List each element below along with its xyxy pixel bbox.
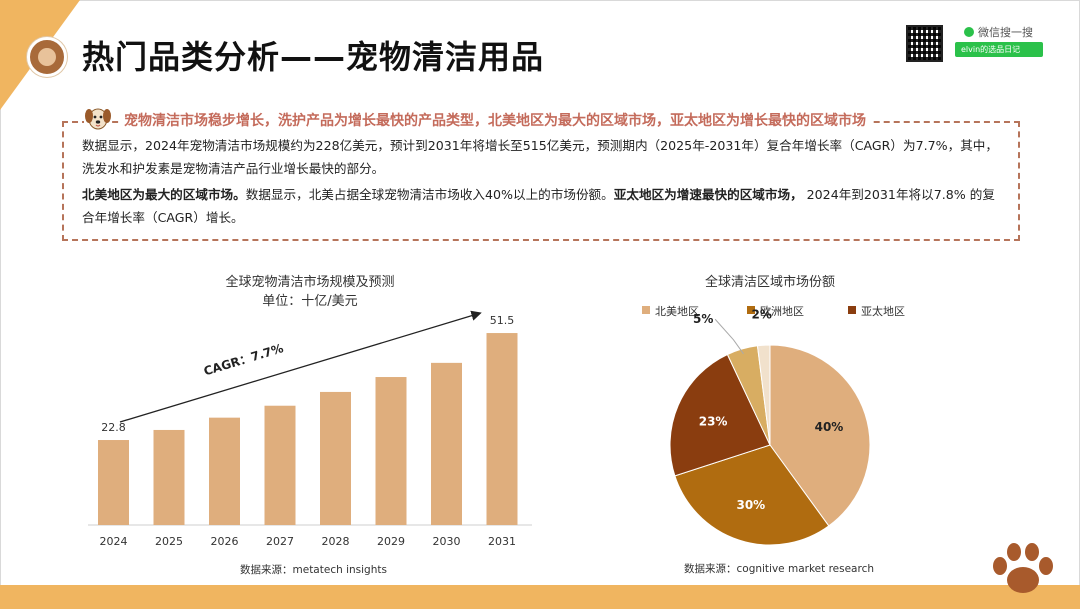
pie-data-label: 23% <box>699 414 728 428</box>
cagr-annotation: CAGR：7.7% <box>202 341 285 378</box>
legend-label: 亚太地区 <box>861 305 905 318</box>
bar-chart: 2024 22.8 2025 2026 2027 2028 2029 2030 2031 51.5… <box>88 310 532 548</box>
legend-label: 北美地区 <box>655 305 699 318</box>
x-tick-label: 2026 <box>211 535 239 548</box>
wechat-account-bar[interactable]: elvin的选品日记 <box>955 42 1043 57</box>
x-tick-label: 2024 <box>100 535 128 548</box>
wechat-icon <box>964 27 974 37</box>
asia-pacific-text: 2024年到2031年将以7.8% 的复合年增长率（CAGR）增长。 <box>82 187 995 225</box>
legend-swatch <box>848 306 856 314</box>
data-label: 22.8 <box>101 421 126 434</box>
pie-slice <box>669 353 771 477</box>
pie-data-label: 2% <box>752 307 772 321</box>
north-america-emphasis: 北美地区为最大的区域市场。 <box>82 187 246 202</box>
x-tick-label: 2025 <box>155 535 183 548</box>
pie-slice <box>769 344 871 527</box>
dog-icon <box>84 106 112 132</box>
pie-data-label: 5% <box>693 312 713 326</box>
data-label: 51.5 <box>490 314 515 327</box>
page-title: 热门品类分析——宠物清洁用品 <box>82 38 545 76</box>
bar-2030 <box>431 362 462 525</box>
x-tick-label: 2027 <box>266 535 294 548</box>
legend-swatch <box>747 306 755 314</box>
bar-2024 <box>98 440 129 525</box>
trend-arrow <box>119 310 482 423</box>
north-america-text: 数据显示，北美占据全球宠物清洁市场收入40%以上的市场份额。 <box>245 187 614 202</box>
pie-data-label: 40% <box>815 420 844 434</box>
pie-slice <box>674 444 830 546</box>
leader-line <box>714 318 744 355</box>
bottom-bar <box>0 585 1080 609</box>
bar-2027 <box>264 405 296 525</box>
summary-headline: 宠物清洁市场稳步增长，洗护产品为增长最快的产品类型，北美地区为最大的区域市场，亚… <box>120 110 872 130</box>
pie-data-label: 30% <box>736 498 765 512</box>
bar-chart-title: 全球宠物清洁市场规模及预测 <box>225 275 395 290</box>
bar-2026 <box>209 417 240 525</box>
legend-swatch <box>642 306 650 314</box>
qr-code-icon[interactable] <box>906 25 943 62</box>
x-tick-label: 2028 <box>322 535 350 548</box>
paw-icon <box>993 543 1053 593</box>
legend-label: 欧洲地区 <box>760 305 804 318</box>
x-tick-label: 2031 <box>488 535 516 548</box>
pie-chart-source: 数据来源：cognitive market research <box>684 563 875 575</box>
x-tick-label: 2029 <box>377 535 405 548</box>
pie-chart: 北美地区 欧洲地区 亚太地区 40% 30% 23% 5% 2% <box>642 305 905 546</box>
title-bullet-icon <box>27 37 67 77</box>
bar-2029 <box>375 377 407 525</box>
asia-pacific-emphasis: 亚太地区为增速最快的区域市场， <box>613 187 803 202</box>
bar-2025 <box>153 429 185 525</box>
bar-2028 <box>320 391 351 525</box>
bar-2031 <box>486 333 518 525</box>
pie-chart-title: 全球清洁区域市场份额 <box>704 275 835 290</box>
bar-chart-source: 数据来源：metatech insights <box>240 564 387 576</box>
x-tick-label: 2030 <box>433 535 461 548</box>
wechat-search-label[interactable]: 微信搜一搜 <box>964 24 1033 40</box>
summary-paragraph-1: 数据显示，2024年宠物清洁市场规模约为228亿美元，预计到2031年将增长至5… <box>82 138 998 176</box>
pie-slice <box>756 344 771 446</box>
wechat-search-text: 微信搜一搜 <box>978 26 1033 39</box>
bar-chart-subtitle: 单位：十亿/美元 <box>262 294 358 309</box>
summary-paragraph-2: 北美地区为最大的区域市场。数据显示，北美占据全球宠物清洁市场收入40%以上的市场… <box>82 183 1002 229</box>
